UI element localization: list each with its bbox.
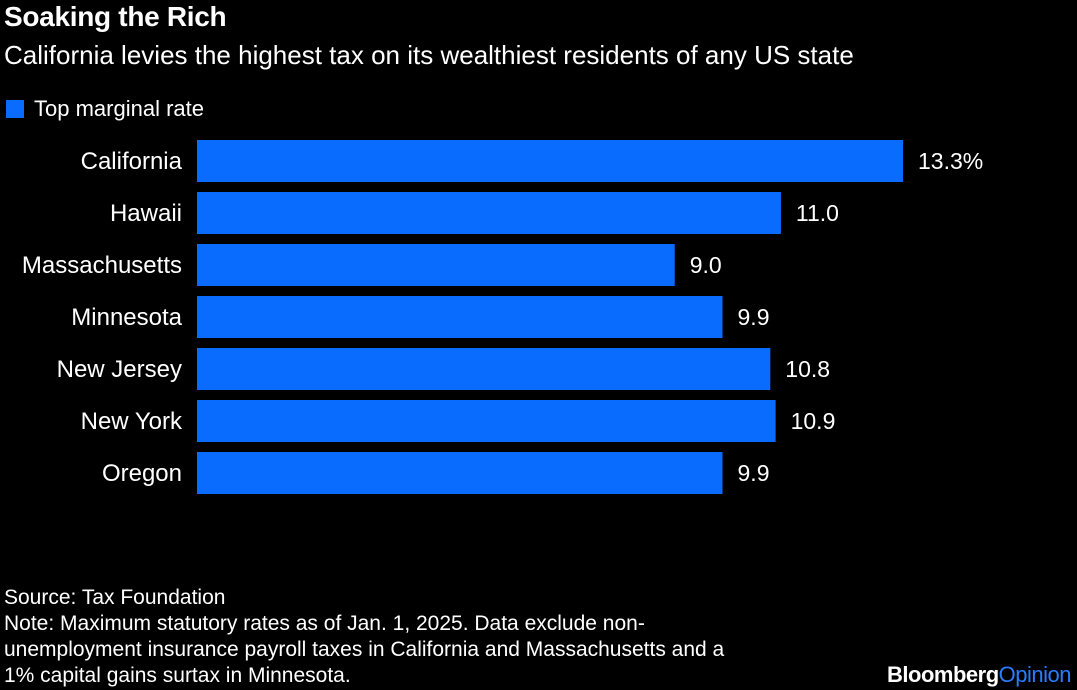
- chart-subtitle: California levies the highest tax on its…: [4, 40, 854, 70]
- category-label: Minnesota: [71, 304, 182, 331]
- value-label: 9.9: [738, 304, 770, 330]
- note-line-1: Note: Maximum statutory rates as of Jan.…: [4, 612, 645, 635]
- bar: [197, 296, 723, 338]
- bar: [197, 400, 776, 442]
- legend: Top marginal rate: [6, 95, 204, 123]
- note-line-3: 1% capital gains surtax in Minnesota.: [4, 664, 351, 687]
- bar: [197, 140, 903, 182]
- brand-bloomberg: Bloomberg: [887, 662, 999, 687]
- value-label: 11.0: [796, 200, 839, 226]
- brand-logo: BloombergOpinion: [887, 660, 1071, 690]
- value-label: 9.0: [690, 252, 722, 278]
- source-text: Source: Tax Foundation: [4, 586, 226, 609]
- value-label: 9.9: [738, 460, 770, 486]
- bar: [197, 348, 771, 390]
- category-label: California: [81, 148, 183, 175]
- category-label: New Jersey: [57, 356, 182, 383]
- legend-swatch: [6, 100, 24, 118]
- note-line-2: unemployment insurance payroll taxes in …: [4, 638, 725, 661]
- legend-label: Top marginal rate: [34, 96, 204, 121]
- bar: [197, 192, 781, 234]
- bar: [197, 244, 675, 286]
- category-label: Massachusetts: [22, 252, 182, 279]
- bar-chart: California 13.3% Hawaii 11.0 Massachusetts 9.…: [22, 140, 983, 494]
- brand-opinion: Opinion: [998, 662, 1072, 687]
- value-label: 10.9: [791, 408, 836, 434]
- value-label: 10.8: [785, 356, 830, 382]
- category-label: Oregon: [102, 460, 182, 487]
- bar: [197, 452, 723, 494]
- category-label: New York: [81, 408, 183, 435]
- chart-footer: Source: Tax Foundation Note: Maximum sta…: [4, 585, 864, 689]
- chart-title: Soaking the Rich: [4, 1, 227, 32]
- value-label: 13.3%: [918, 148, 983, 174]
- category-label: Hawaii: [110, 200, 182, 227]
